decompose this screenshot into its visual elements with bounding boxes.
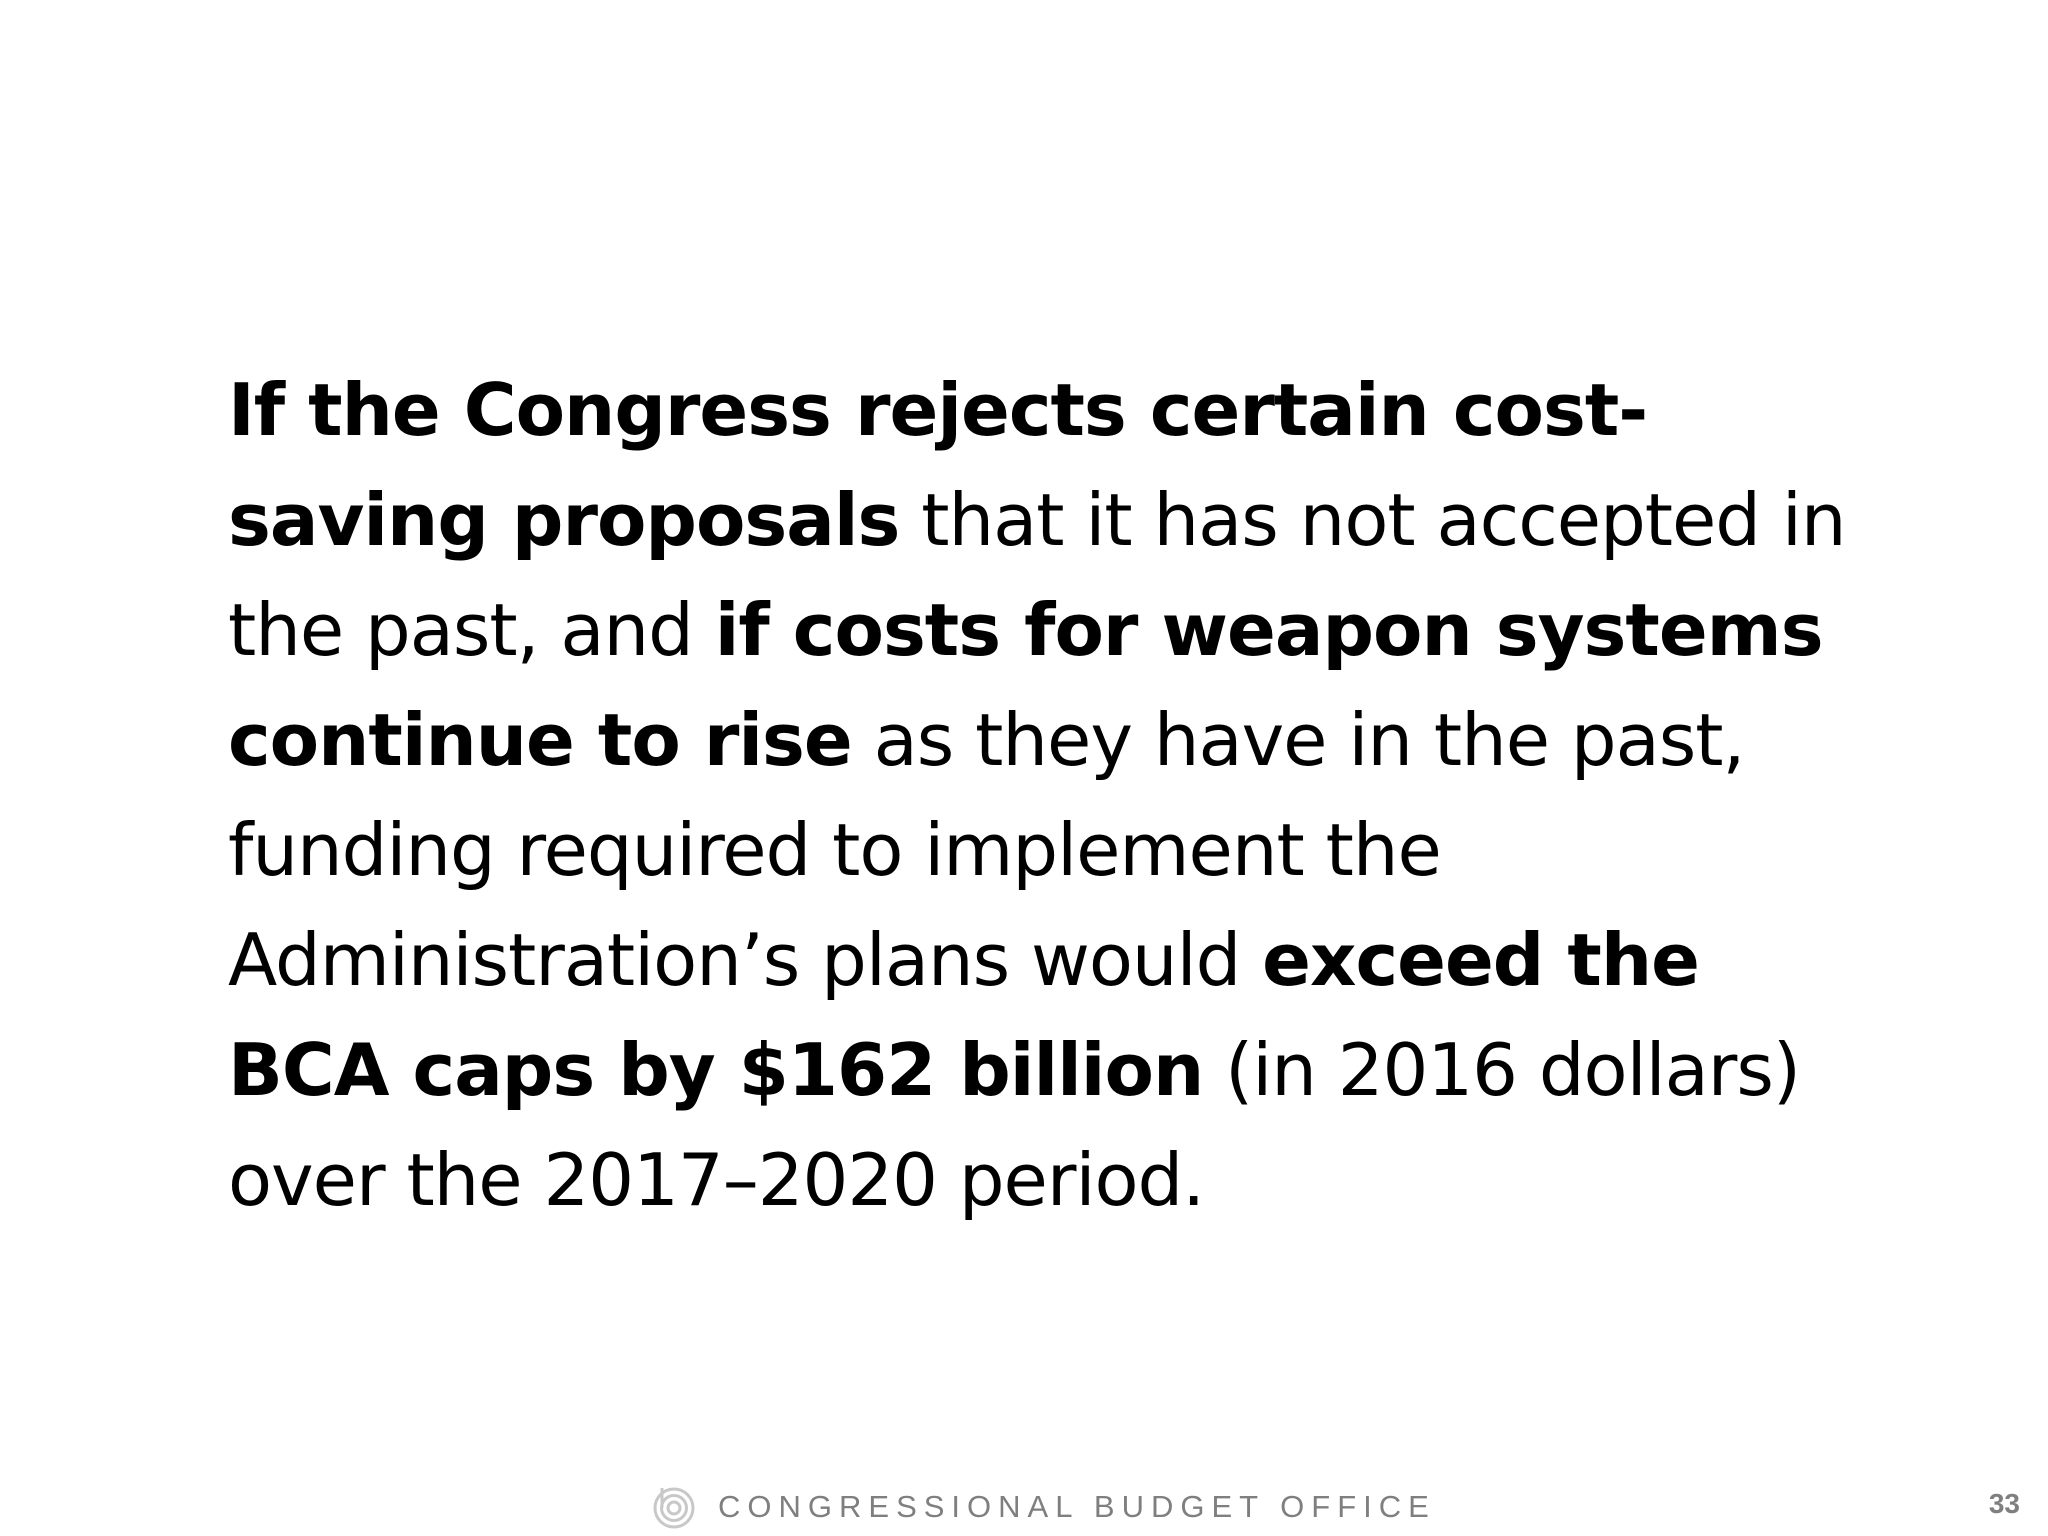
cbo-logo-icon xyxy=(653,1487,695,1529)
organization-name: CONGRESSIONAL BUDGET OFFICE xyxy=(718,1489,1436,1524)
text-bold-segment: If the Congress rejects certain cost-sav… xyxy=(228,368,1648,562)
text-bold-segment: if costs for weapon systems continue to … xyxy=(228,588,1824,782)
text-segment: that it has not accepted in the past, an… xyxy=(228,478,1847,672)
footer-branding: CONGRESSIONAL BUDGET OFFICE xyxy=(652,1485,1436,1529)
page-number: 33 xyxy=(1988,1488,2020,1519)
text-bold-segment: exceed the BCA caps by $162 billion xyxy=(228,918,1700,1112)
text-segment: as they have in the past, funding requir… xyxy=(228,698,1745,1002)
slide-body-text: If the Congress rejects certain cost-sav… xyxy=(228,355,1868,1235)
text-segment: (in 2016 dollars) over the 2017–2020 per… xyxy=(228,1028,1801,1222)
